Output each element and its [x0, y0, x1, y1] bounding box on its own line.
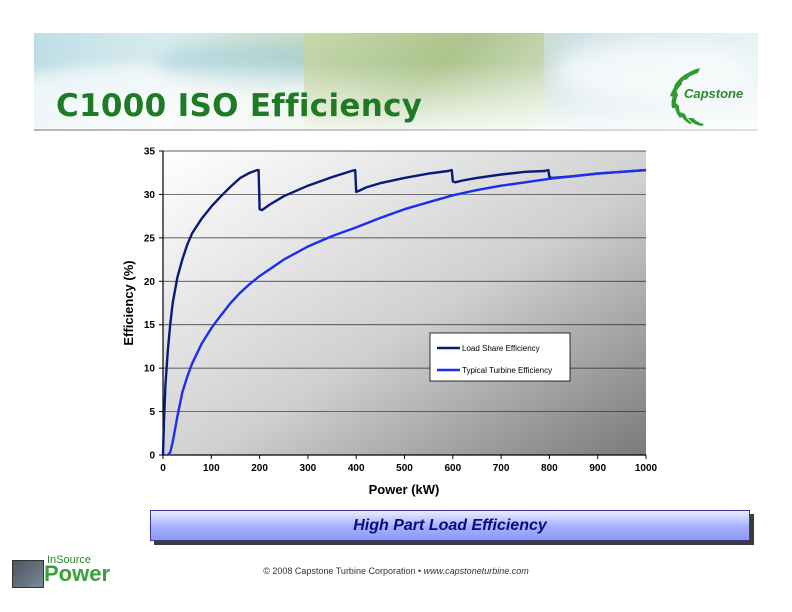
y-tick-label: 15: [144, 320, 156, 331]
footer-copyright: © 2008 Capstone Turbine Corporation: [263, 566, 416, 576]
legend: Load Share Efficiency Typical Turbine Ef…: [429, 332, 571, 382]
capstone-logo: [670, 68, 704, 126]
x-tick-label: 700: [493, 463, 510, 474]
footer: © 2008 Capstone Turbine Corporation • ww…: [0, 566, 792, 576]
capstone-logo-text: Capstone: [684, 86, 744, 101]
y-tick-label: 0: [149, 451, 155, 462]
y-tick-label: 25: [144, 233, 156, 244]
x-tick-label: 900: [589, 463, 606, 474]
x-axis-label: Power (kW): [369, 482, 440, 497]
x-tick-label: 500: [396, 463, 413, 474]
series-load-share-line: [161, 168, 647, 456]
footer-separator: •: [418, 566, 422, 576]
plot-area: [163, 151, 646, 455]
insource-logo-line1: InSource: [47, 554, 92, 566]
x-tick-label: 0: [160, 463, 166, 474]
banner-fade: [34, 33, 758, 131]
y-tick-label: 20: [144, 277, 156, 288]
capstone-swirl-icon: [670, 68, 704, 126]
legend-box: [429, 332, 571, 382]
y-tick-label: 5: [149, 407, 155, 418]
title-underline: [34, 129, 758, 131]
x-tick-label: 400: [348, 463, 365, 474]
y-axis-label: Efficiency (%): [121, 260, 136, 345]
x-tick-label: 300: [300, 463, 317, 474]
x-tick-label: 1000: [635, 463, 658, 474]
y-tick-label: 35: [144, 147, 156, 158]
insource-logo-icon: [12, 560, 44, 588]
x-tick-label: 200: [251, 463, 268, 474]
x-tick-label: 600: [444, 463, 461, 474]
footer-website-link[interactable]: www.capstoneturbine.com: [423, 566, 529, 576]
ribbon-text: High Part Load Efficiency: [353, 517, 547, 534]
series-typical-turbine-line: [166, 168, 647, 456]
insource-logo-line2: Power: [44, 561, 111, 586]
x-tick-label: 800: [541, 463, 558, 474]
page-title: C1000 ISO Efficiency: [56, 88, 423, 124]
legend-label-typical: Typical Turbine Efficiency: [462, 366, 552, 375]
highlight-ribbon: High Part Load Efficiency: [150, 510, 750, 541]
legend-label-load-share: Load Share Efficiency: [462, 344, 540, 353]
header-banner: [34, 33, 758, 131]
y-tick-label: 10: [144, 364, 156, 375]
x-tick-label: 100: [203, 463, 220, 474]
y-tick-label: 30: [144, 190, 156, 201]
